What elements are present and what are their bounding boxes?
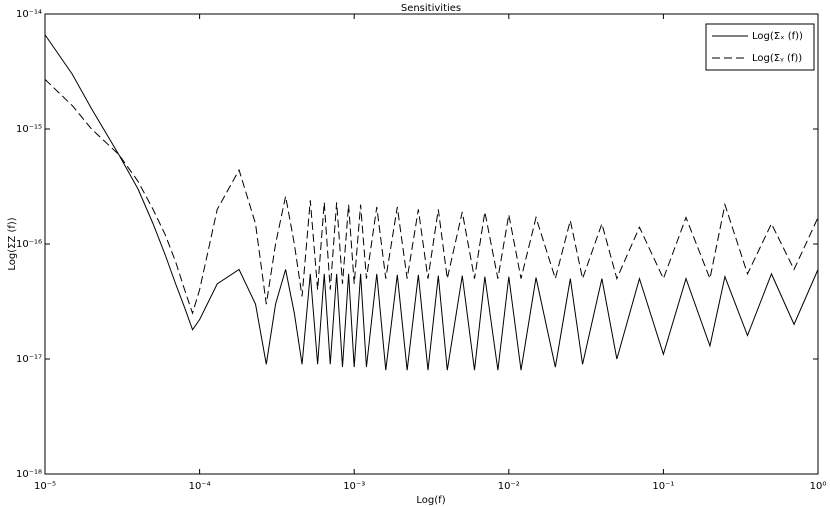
data-line (44, 34, 819, 371)
plot-area (44, 13, 819, 475)
x-tick-label: 10⁻³ (343, 481, 365, 492)
y-tick-label: 10⁻¹⁷ (16, 354, 42, 365)
y-axis-label: Log(ΣZ (f)) (7, 217, 18, 270)
y-tick-label: 10⁻¹⁴ (16, 9, 42, 20)
legend-label: Log(Σₓ (f)) (752, 31, 803, 42)
x-axis-label: Log(f) (416, 495, 445, 506)
x-tick-label: 10⁻² (498, 481, 520, 492)
legend-label: Log(Σᵧ (f)) (752, 53, 802, 64)
legend-box (705, 23, 815, 71)
chart-title: Sensitivities (401, 3, 461, 14)
x-tick-label: 10⁰ (810, 481, 827, 492)
y-tick-label: 10⁻¹⁸ (16, 469, 42, 480)
x-tick-label: 10⁻¹ (652, 481, 674, 492)
x-tick-label: 10⁻⁴ (189, 481, 211, 492)
y-tick-label: 10⁻¹⁶ (16, 239, 42, 250)
data-line (44, 79, 819, 315)
y-tick-label: 10⁻¹⁵ (16, 124, 42, 135)
x-tick-label: 10⁻⁵ (34, 481, 56, 492)
